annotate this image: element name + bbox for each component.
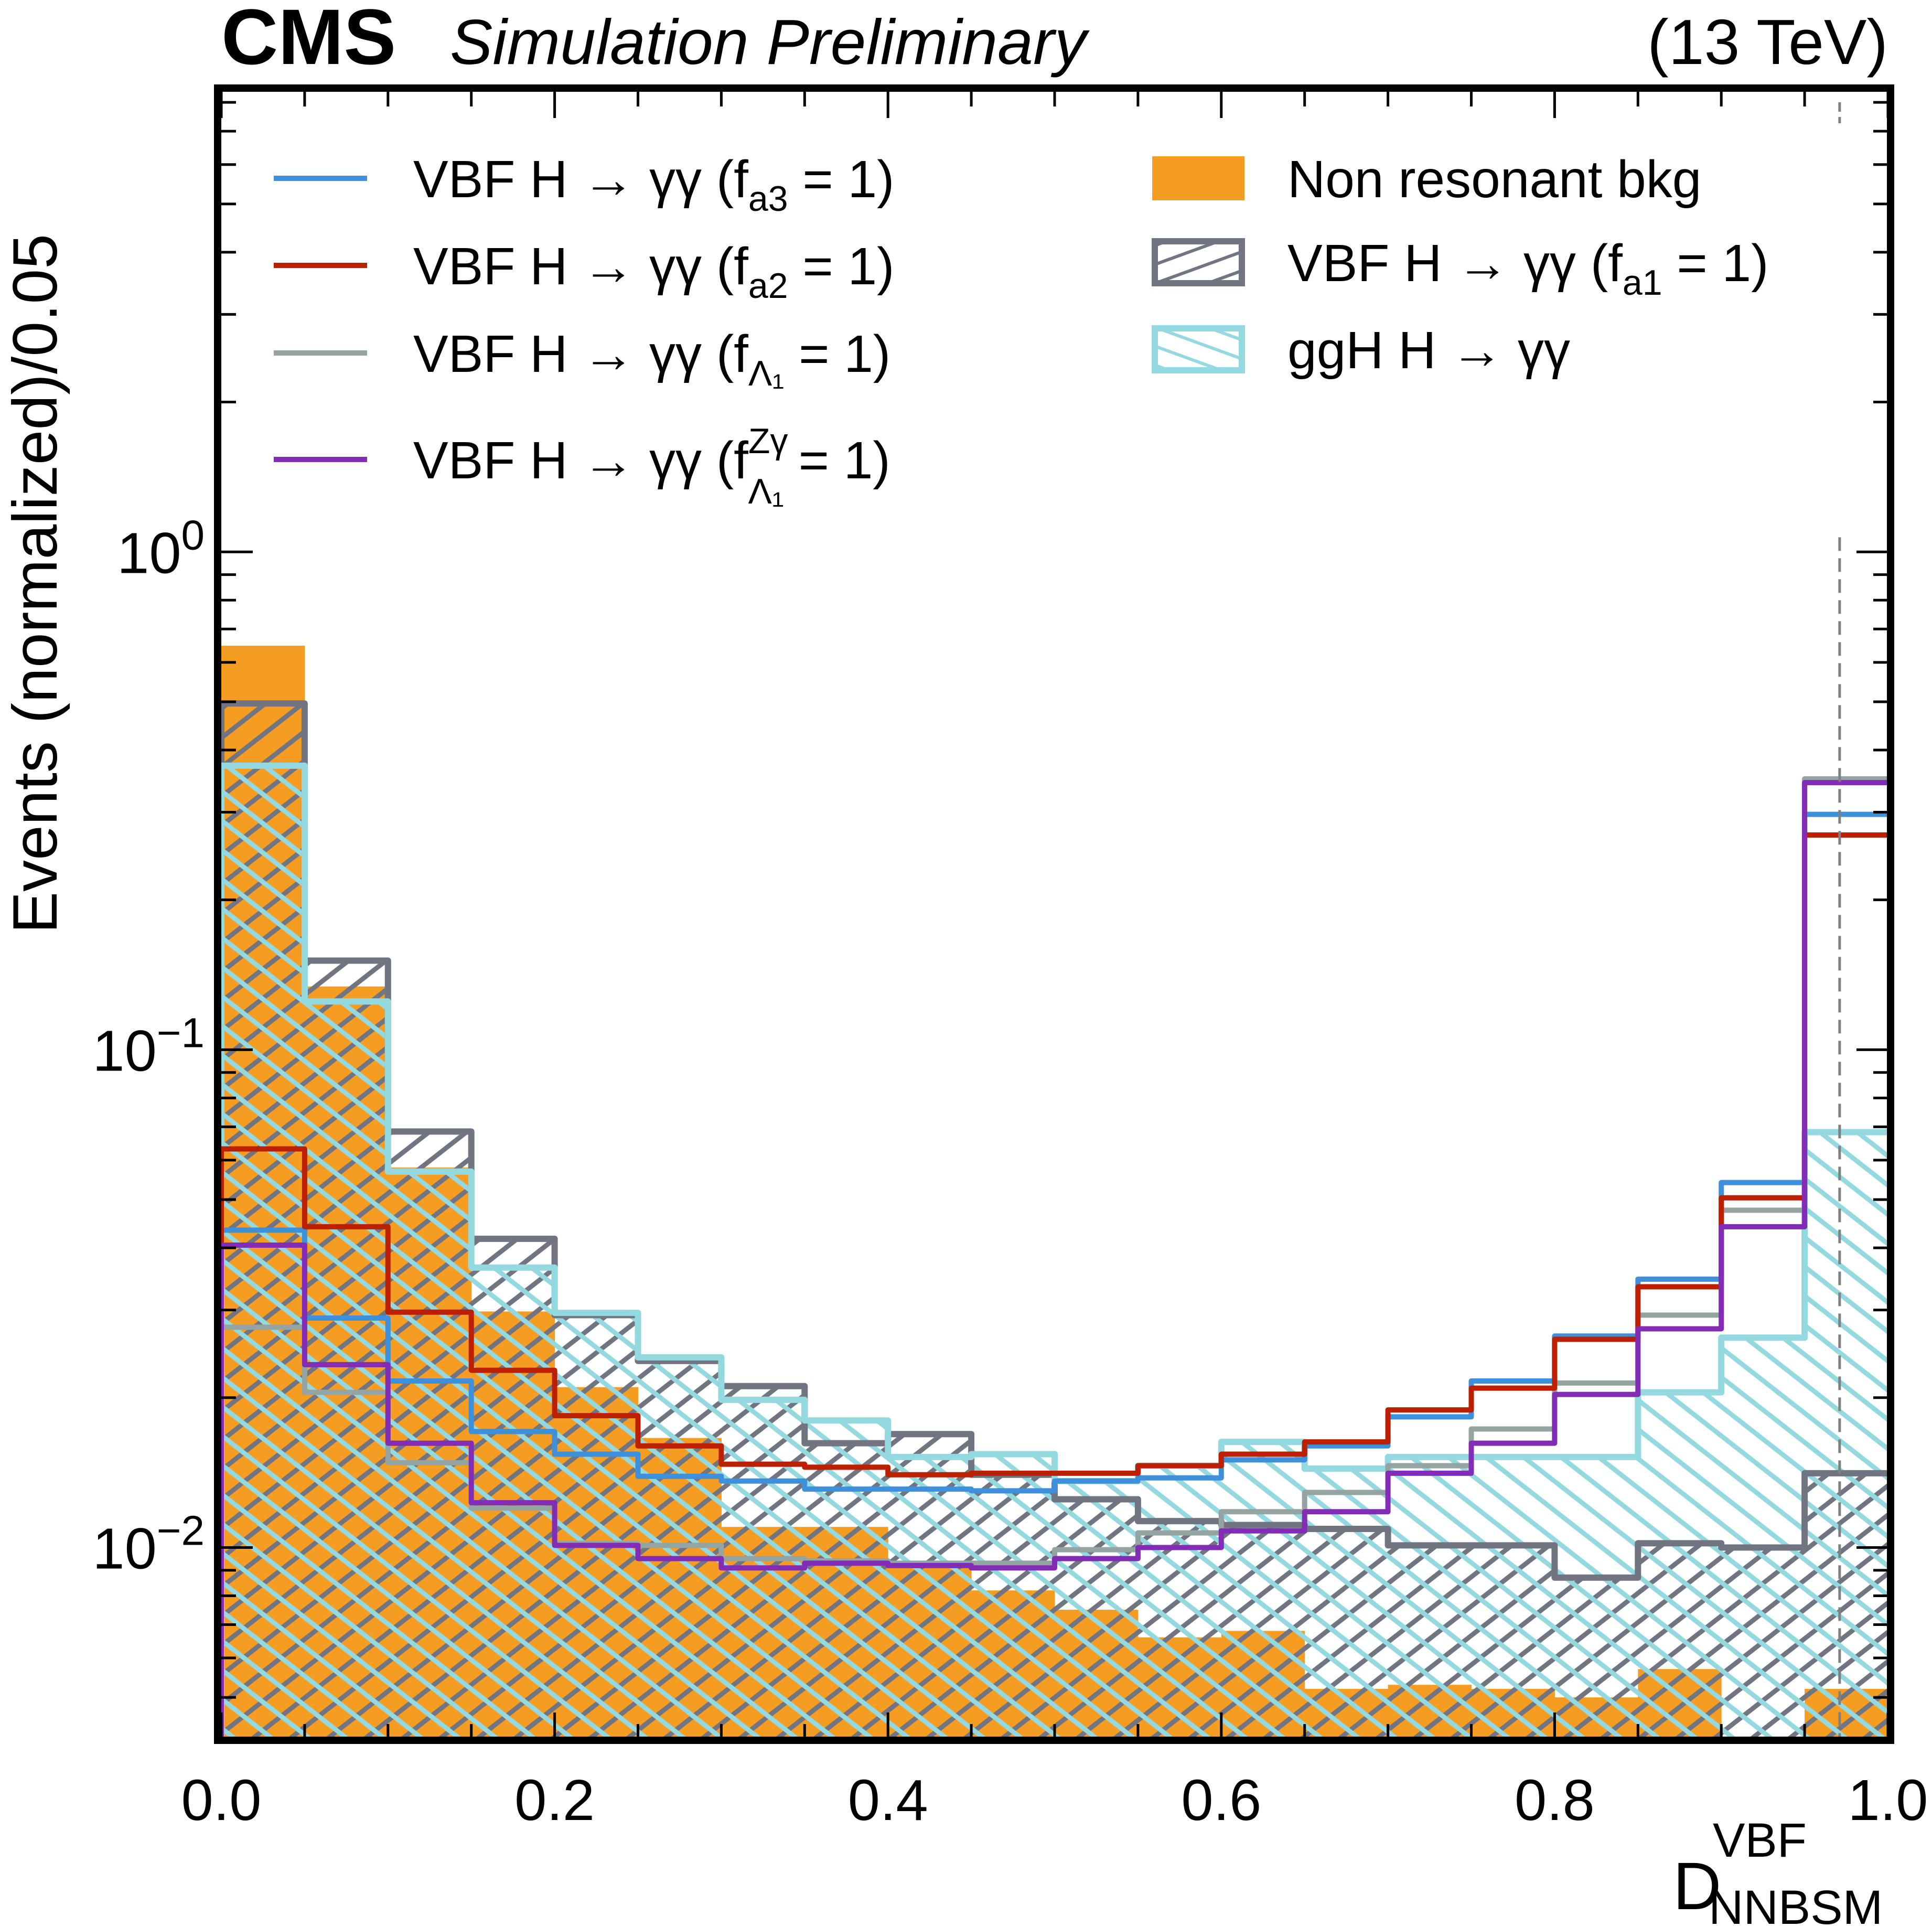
legend-label-main: Non resonant bkg	[1287, 150, 1701, 209]
legend-swatch-bkg	[1152, 156, 1244, 200]
series-fa3-line	[221, 811, 1888, 1739]
x-tick-label: 0.0	[181, 1768, 262, 1833]
legend-label-sub: Λ₁	[748, 354, 784, 393]
x-axis-label: D VBF NNBSM	[1673, 1814, 1883, 1927]
legend-label-main: VBF H → γγ (f	[413, 150, 748, 209]
x-tick-label: 0.6	[1181, 1768, 1261, 1833]
legend-label-main: VBF H → γγ (f	[413, 237, 748, 296]
x-axis-label-sup: VBF	[1713, 1814, 1807, 1867]
legend-label-suffix: = 1)	[784, 431, 890, 490]
y-tick-exponent: −2	[157, 1507, 205, 1554]
x-tick-label: 0.8	[1515, 1768, 1595, 1833]
legend-label-suffix: = 1)	[784, 325, 890, 383]
legend-swatch-ggh	[1152, 325, 1245, 373]
legend-label-sub: a2	[748, 266, 788, 306]
legend-label-sub: Λ₁	[748, 472, 783, 511]
x-tick-label: 1.0	[1848, 1768, 1928, 1833]
plot-area	[221, 102, 1888, 1739]
status-label: Simulation Preliminary	[450, 6, 1090, 78]
x-tick-label: 0.2	[514, 1768, 595, 1833]
legend-label: VBF H → γγ (fa3 = 1)	[413, 150, 894, 219]
legend-label-main: VBF H → γγ (f	[1287, 234, 1623, 293]
x-tick-labels: 0.0 0.2 0.4 0.6 0.8 1.0	[181, 1768, 1928, 1833]
y-tick-exponent: 0	[181, 511, 205, 558]
legend-swatch-vbf_fa1	[1152, 238, 1245, 286]
legend-label-main: VBF H → γγ (f	[413, 325, 748, 383]
legend-label-sub: a1	[1623, 263, 1662, 303]
hatch-layer	[221, 700, 1888, 1739]
legend-label-suffix: = 1)	[788, 237, 895, 296]
y-tick-base: 10	[117, 521, 181, 585]
x-axis-label-sub: NNBSM	[1709, 1881, 1883, 1927]
legend-label: VBF H → γγ (fΛ₁ = 1)	[413, 325, 890, 393]
legend-label: Non resonant bkg	[1287, 150, 1701, 209]
legend-label: VBF H → γγ (fa2 = 1)	[413, 237, 894, 306]
energy-label: (13 TeV)	[1647, 6, 1888, 78]
plot-frame	[214, 84, 1894, 1744]
legend-label-main: VBF H → γγ (f	[413, 431, 748, 490]
legend-label: ggH H → γγ	[1287, 321, 1570, 380]
axis-ticks	[220, 92, 1890, 1739]
y-axis-label: Events (normalized)/0.05	[0, 234, 70, 934]
ggh-outline	[221, 762, 1888, 1739]
legend: VBF H → γγ (fa3 = 1)VBF H → γγ (fa2 = 1)…	[274, 150, 1768, 511]
y-tick-base: 10	[92, 1019, 156, 1083]
series-fl1zg-line	[221, 780, 1888, 1739]
y-tick-label: 10−2	[92, 1507, 205, 1581]
legend-label: VBF H → γγ (fZγ Λ₁ = 1)	[413, 421, 890, 511]
lines-layer	[221, 776, 1888, 1739]
series-fa2-line	[221, 832, 1888, 1739]
experiment-label: CMS	[221, 0, 396, 81]
legend-label-sup: Zγ	[748, 421, 788, 461]
ggh-hatch	[221, 765, 1888, 1739]
y-tick-label: 100	[117, 511, 205, 585]
y-tick-label: 10−1	[92, 1009, 205, 1083]
legend-label-sub: a3	[748, 179, 788, 219]
x-axis-label-main: D	[1673, 1849, 1721, 1924]
legend-label: VBF H → γγ (fa1 = 1)	[1287, 234, 1768, 303]
legend-label-suffix: = 1)	[1662, 234, 1769, 293]
x-tick-label: 0.4	[848, 1768, 928, 1833]
legend-label-suffix: = 1)	[788, 150, 895, 209]
y-tick-base: 10	[92, 1516, 156, 1581]
legend-label-main: ggH H → γγ	[1287, 321, 1570, 380]
y-tick-exponent: −1	[157, 1009, 205, 1056]
